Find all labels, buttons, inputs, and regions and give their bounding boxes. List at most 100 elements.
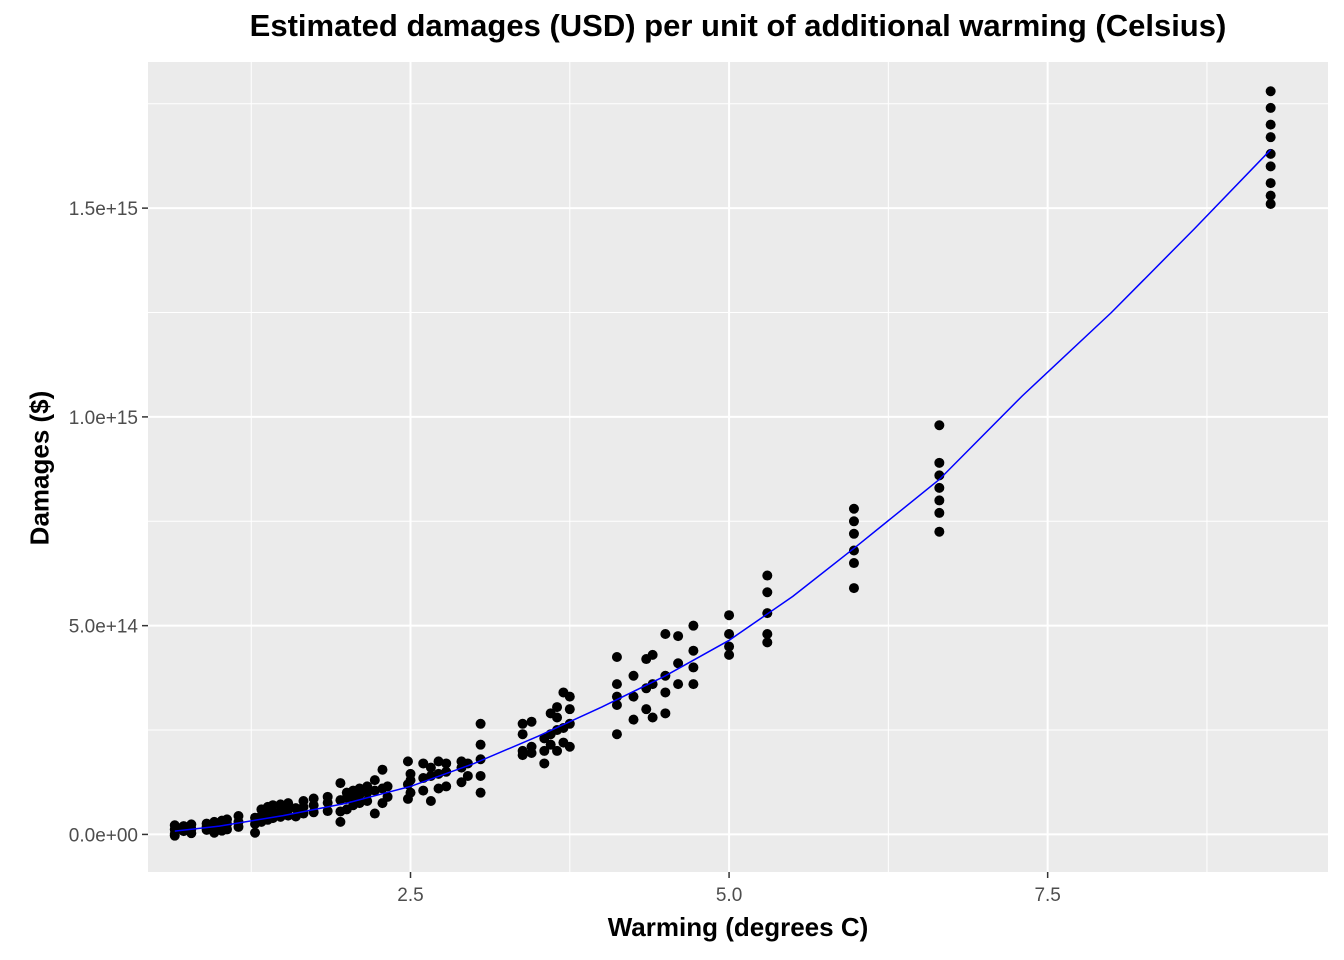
data-point xyxy=(539,745,550,756)
data-point xyxy=(564,704,575,715)
x-tick-label: 2.5 xyxy=(397,885,423,906)
chart-title: Estimated damages (USD) per unit of addi… xyxy=(249,8,1227,43)
data-point xyxy=(517,718,528,729)
data-point xyxy=(369,785,380,796)
data-point xyxy=(354,783,365,794)
data-point xyxy=(233,821,244,832)
data-point xyxy=(250,827,261,838)
data-point xyxy=(517,729,528,740)
data-point xyxy=(545,739,556,750)
data-point xyxy=(526,716,537,727)
data-point xyxy=(934,526,945,537)
y-tick-label: 1.5e+15 xyxy=(69,199,138,220)
data-point xyxy=(267,800,278,811)
data-point xyxy=(628,670,639,681)
data-point xyxy=(660,629,671,640)
data-point xyxy=(169,830,180,841)
data-point xyxy=(660,687,671,698)
data-point xyxy=(552,712,563,723)
y-tick-label: 1.0e+15 xyxy=(69,408,138,429)
data-point xyxy=(322,806,333,817)
data-point xyxy=(934,507,945,518)
data-point xyxy=(724,649,735,660)
data-point xyxy=(322,791,333,802)
data-point xyxy=(647,649,658,660)
data-point xyxy=(539,758,550,769)
data-point xyxy=(433,756,444,767)
data-point xyxy=(267,813,278,824)
data-point xyxy=(186,819,197,830)
x-tick-label: 7.5 xyxy=(1034,885,1060,906)
data-point xyxy=(762,629,773,640)
data-point xyxy=(433,783,444,794)
data-point xyxy=(934,482,945,493)
data-point xyxy=(673,658,684,669)
data-point xyxy=(369,775,380,786)
data-point xyxy=(564,741,575,752)
data-point xyxy=(762,637,773,648)
data-point xyxy=(441,758,452,769)
data-point xyxy=(362,781,373,792)
data-point xyxy=(762,587,773,598)
data-point xyxy=(647,712,658,723)
x-tick-label: 5.0 xyxy=(716,885,742,906)
data-point xyxy=(526,748,537,759)
data-point xyxy=(660,708,671,719)
data-point xyxy=(848,558,859,569)
y-tick-label: 0.0e+00 xyxy=(69,825,138,846)
data-point xyxy=(186,828,197,839)
data-point xyxy=(405,787,416,798)
data-point xyxy=(475,770,486,781)
y-tick-label: 5.0e+14 xyxy=(69,617,139,638)
fit-line xyxy=(174,149,1272,832)
data-point xyxy=(673,631,684,642)
data-point xyxy=(848,528,859,539)
data-point xyxy=(441,781,452,792)
y-axis-label: Damages ($) xyxy=(24,390,55,546)
data-point xyxy=(611,729,622,740)
data-point xyxy=(222,814,233,825)
data-point xyxy=(275,799,286,810)
data-point xyxy=(425,762,436,773)
data-point xyxy=(724,641,735,652)
data-point xyxy=(1265,86,1276,97)
data-point xyxy=(564,691,575,702)
data-point xyxy=(298,796,309,807)
data-point xyxy=(611,651,622,662)
data-point xyxy=(628,691,639,702)
data-point xyxy=(298,808,309,819)
data-point xyxy=(418,785,429,796)
data-point xyxy=(762,570,773,581)
data-point xyxy=(418,758,429,769)
data-point xyxy=(611,679,622,690)
data-point xyxy=(425,796,436,807)
data-point xyxy=(611,699,622,710)
data-point xyxy=(169,820,180,831)
data-point xyxy=(275,811,286,822)
data-point xyxy=(405,768,416,779)
data-point xyxy=(934,420,945,431)
data-point xyxy=(724,610,735,621)
data-point xyxy=(848,583,859,594)
data-point xyxy=(209,827,220,838)
data-point xyxy=(1265,190,1276,201)
data-point xyxy=(308,793,319,804)
panel-background xyxy=(148,62,1328,872)
data-point xyxy=(517,750,528,761)
data-point xyxy=(724,629,735,640)
data-point xyxy=(1265,102,1276,113)
data-point xyxy=(688,620,699,631)
data-point xyxy=(283,798,294,809)
data-point xyxy=(688,645,699,656)
data-point xyxy=(1265,119,1276,130)
data-point xyxy=(402,756,413,767)
data-point xyxy=(552,702,563,713)
data-point xyxy=(688,662,699,673)
data-point xyxy=(475,718,486,729)
data-point xyxy=(377,764,388,775)
data-point xyxy=(222,824,233,835)
data-point xyxy=(335,778,346,789)
data-point xyxy=(934,457,945,468)
data-point xyxy=(456,777,467,788)
